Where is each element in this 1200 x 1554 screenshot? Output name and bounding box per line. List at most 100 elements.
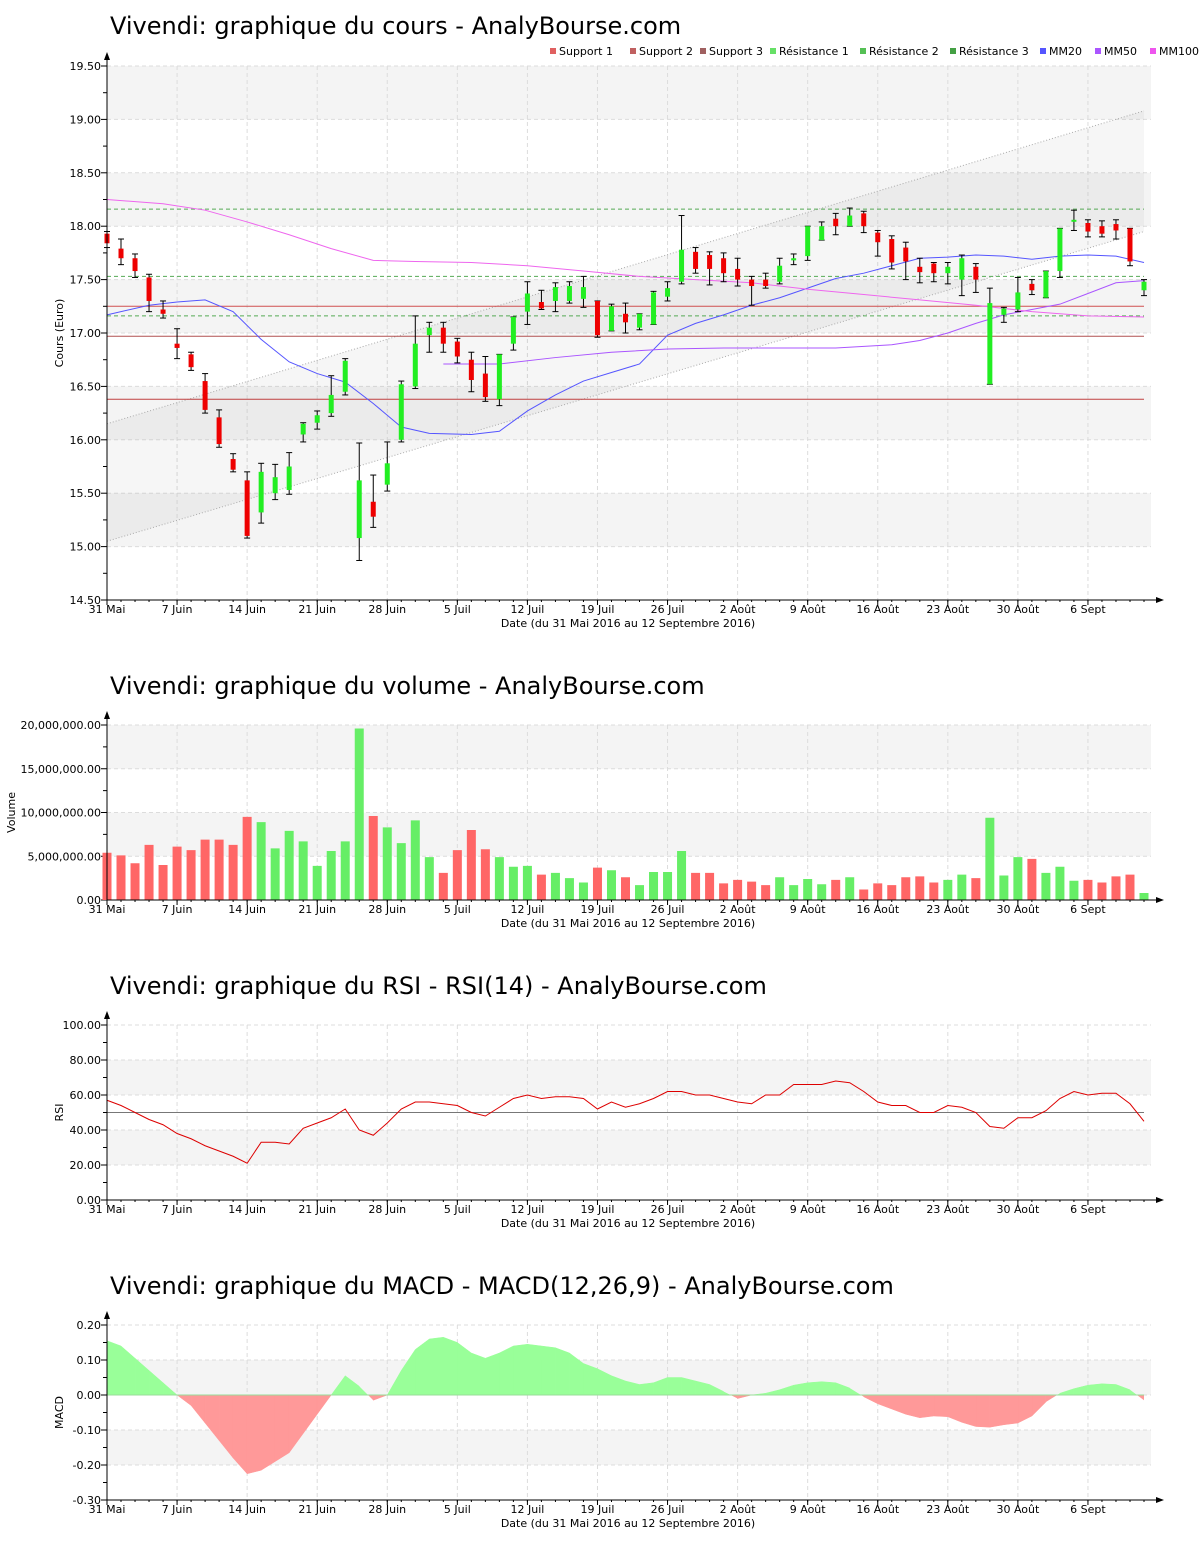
volume-bar: [480, 849, 490, 900]
macd-area: [443, 1336, 458, 1396]
candle: [622, 302, 629, 334]
candle-body: [384, 463, 390, 485]
legend-swatch: [1150, 48, 1156, 54]
candle-body: [566, 286, 572, 301]
volume-bar: [999, 875, 1009, 900]
candle: [468, 351, 475, 393]
candle: [482, 355, 489, 402]
band: [107, 493, 1151, 547]
candle: [986, 287, 993, 385]
macd-area: [961, 1394, 977, 1427]
macd-area: [1129, 1389, 1137, 1395]
volume-bar: [396, 843, 406, 900]
macd-area: [373, 1394, 388, 1401]
x-tick-label: 2 Août: [720, 903, 757, 916]
x-tick-label: 31 Mai: [89, 603, 126, 616]
y-axis-arrow: [104, 1011, 110, 1019]
volume-bar: [368, 816, 378, 900]
chart-panel-4: Vivendi: graphique du MACD - MACD(12,26,…: [53, 1272, 1164, 1530]
y-axis-label: Volume: [5, 792, 18, 833]
x-axis-arrow: [1156, 1497, 1164, 1503]
candle-body: [202, 381, 208, 410]
volume-bar: [621, 877, 630, 900]
x-tick-label: 9 Août: [790, 1203, 827, 1216]
volume-bar: [1055, 866, 1065, 900]
candle-body: [889, 239, 895, 263]
volume-bar: [929, 882, 939, 900]
macd-area: [1136, 1395, 1144, 1401]
volume-bar: [354, 728, 364, 900]
volume-bar: [733, 879, 743, 900]
macd-area: [1045, 1395, 1058, 1402]
volume-bar: [494, 857, 504, 900]
volume-bar: [452, 850, 462, 900]
band: [107, 725, 1151, 769]
x-tick-label: 14 Juin: [228, 903, 266, 916]
candle: [272, 463, 279, 501]
candle: [1084, 219, 1091, 238]
x-tick-label: 21 Juin: [298, 603, 336, 616]
volume-bar: [719, 883, 729, 900]
x-tick-label: 28 Juin: [368, 1203, 406, 1216]
y-axis-label: Cours (Euro): [53, 299, 66, 368]
y-tick-label: 17.00: [70, 327, 102, 340]
chart-panel-3: Vivendi: graphique du RSI - RSI(14) - An…: [53, 972, 1164, 1230]
macd-area: [919, 1394, 935, 1419]
macd-area: [471, 1352, 486, 1396]
volume-bar: [242, 816, 252, 900]
volume-bar: [564, 878, 574, 900]
legend-swatch: [950, 48, 956, 54]
volume-bar: [284, 830, 294, 900]
candle: [370, 474, 377, 528]
y-tick-label: 17.50: [70, 274, 102, 287]
volume-bar: [410, 820, 420, 900]
candle-body: [1113, 224, 1119, 231]
macd-area: [316, 1394, 332, 1416]
y-tick-label: 40.00: [70, 1124, 102, 1137]
band: [107, 1060, 1151, 1095]
macd-area: [905, 1394, 921, 1419]
candle: [776, 257, 783, 285]
candle: [538, 289, 545, 311]
x-axis-label: Date (du 31 Mai 2016 au 12 Septembre 201…: [501, 1517, 755, 1530]
candle-body: [707, 255, 713, 269]
x-tick-label: 14 Juin: [228, 1203, 266, 1216]
candle-body: [959, 258, 965, 280]
candle-body: [174, 343, 180, 348]
volume-bar: [536, 874, 546, 900]
candle-body: [132, 258, 138, 272]
candle: [454, 337, 461, 364]
chart-title: Vivendi: graphique du volume - AnalyBour…: [110, 672, 705, 700]
candle-body: [861, 213, 867, 227]
legend-swatch: [700, 48, 706, 54]
ma-line-mm100: [106, 199, 1145, 318]
y-tick-label: 19.00: [70, 113, 102, 126]
x-tick-label: 28 Juin: [368, 1503, 406, 1516]
candle: [1042, 270, 1049, 299]
macd-area: [583, 1363, 598, 1396]
candle: [958, 254, 965, 297]
macd-area: [541, 1345, 556, 1396]
chart-panel-2: Vivendi: graphique du volume - AnalyBour…: [5, 672, 1164, 930]
x-tick-label: 12 Juil: [510, 1503, 544, 1516]
legend: Support 1 Support 2 Support 3 Résistance 1 R…: [550, 45, 1199, 58]
volume-bar: [130, 863, 140, 900]
x-tick-label: 9 Août: [790, 603, 827, 616]
legend-label: MM20: [1049, 45, 1082, 58]
y-tick-label: 5,000,000.00: [28, 850, 101, 863]
volume-bar: [817, 884, 827, 900]
volume-bar: [326, 851, 336, 900]
volume-bar: [1139, 893, 1149, 900]
volume-bar: [466, 830, 476, 900]
candle: [1112, 219, 1119, 240]
volume-bar: [438, 872, 448, 900]
volume-bar: [1111, 876, 1121, 900]
x-tick-label: 21 Juin: [298, 1203, 336, 1216]
volume-bar: [1097, 882, 1107, 900]
x-tick-label: 5 Juil: [444, 903, 471, 916]
macd-area: [877, 1394, 893, 1410]
x-tick-label: 12 Juil: [510, 903, 544, 916]
candle-body: [454, 341, 460, 357]
x-axis-label: Date (du 31 Mai 2016 au 12 Septembre 201…: [501, 917, 755, 930]
x-tick-label: 6 Sept: [1070, 603, 1106, 616]
